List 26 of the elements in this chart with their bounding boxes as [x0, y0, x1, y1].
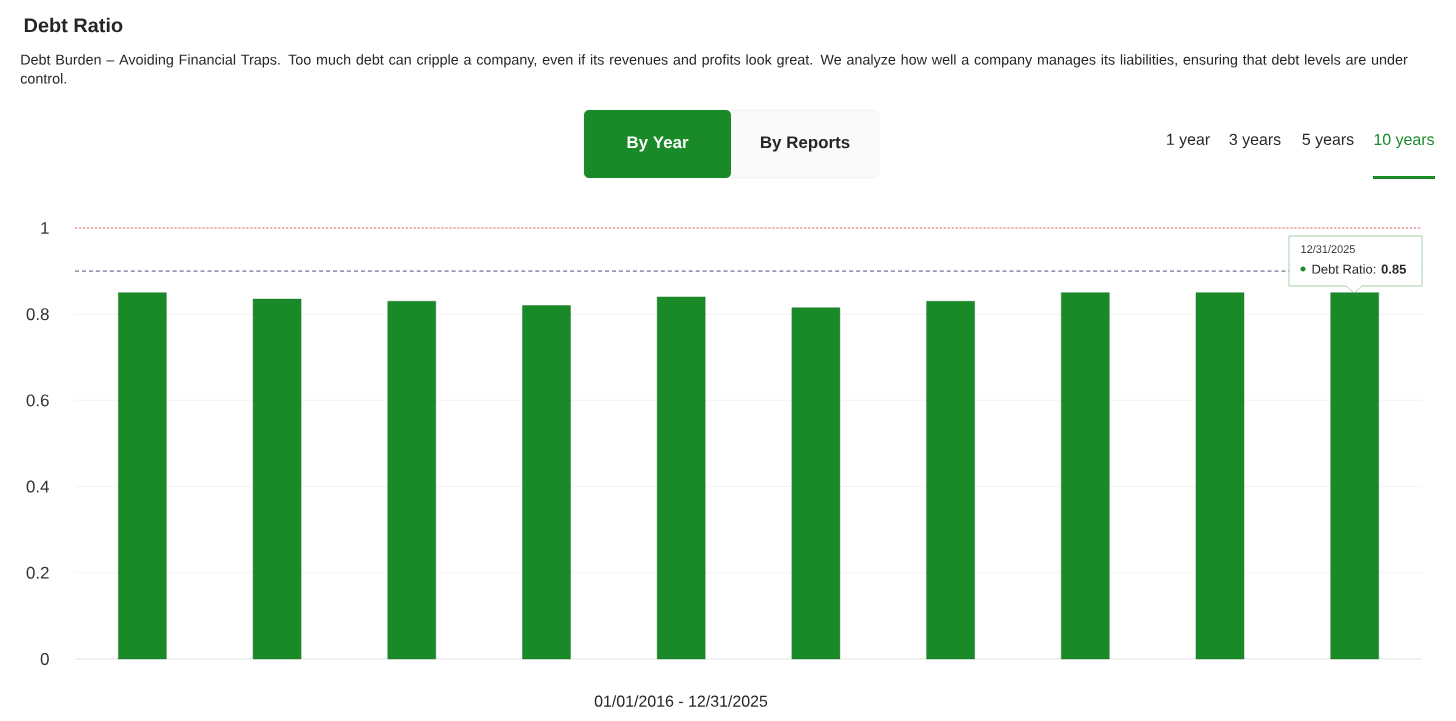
bar	[926, 301, 975, 660]
bar	[118, 292, 167, 660]
text: By Reports	[760, 136, 850, 152]
annotation: 12/31/2025	[1301, 244, 1355, 254]
bar	[791, 307, 841, 660]
bar	[656, 296, 706, 660]
chart-subtitle: Debt Burden – Avoiding Financial Traps. Too much debt can cripple a company, even if its revenues and profits look great. We analyze how well a company manages its liabilities, ensuring that debt levels are under control.	[20, 54, 1408, 84]
text: 1 year	[1167, 133, 1210, 149]
y-tick-label: 0.2	[26, 566, 49, 579]
bar	[387, 301, 436, 660]
y-tick-label: 0.6	[26, 394, 49, 407]
y-tick-label: 0.4	[26, 480, 49, 493]
bar	[1061, 292, 1110, 660]
text: 5 years	[1302, 133, 1354, 149]
text: 3 years	[1229, 133, 1281, 149]
bar	[252, 298, 302, 660]
bar	[522, 305, 571, 660]
chart-title: Debt Ratio	[24, 17, 123, 33]
x-axis-title: 01/01/2016 - 12/31/2025	[594, 695, 768, 707]
bar	[1195, 292, 1245, 660]
annotation: Debt Ratio: 0.85	[1312, 264, 1406, 274]
y-tick-label: 1	[41, 222, 49, 234]
y-tick-label: 0	[40, 652, 49, 665]
text: 10 years	[1374, 133, 1434, 149]
text: By Year	[627, 136, 689, 152]
y-tick-label: 0.8	[26, 308, 49, 321]
